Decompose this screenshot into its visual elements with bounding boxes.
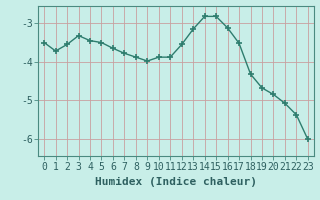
X-axis label: Humidex (Indice chaleur): Humidex (Indice chaleur) bbox=[95, 177, 257, 187]
